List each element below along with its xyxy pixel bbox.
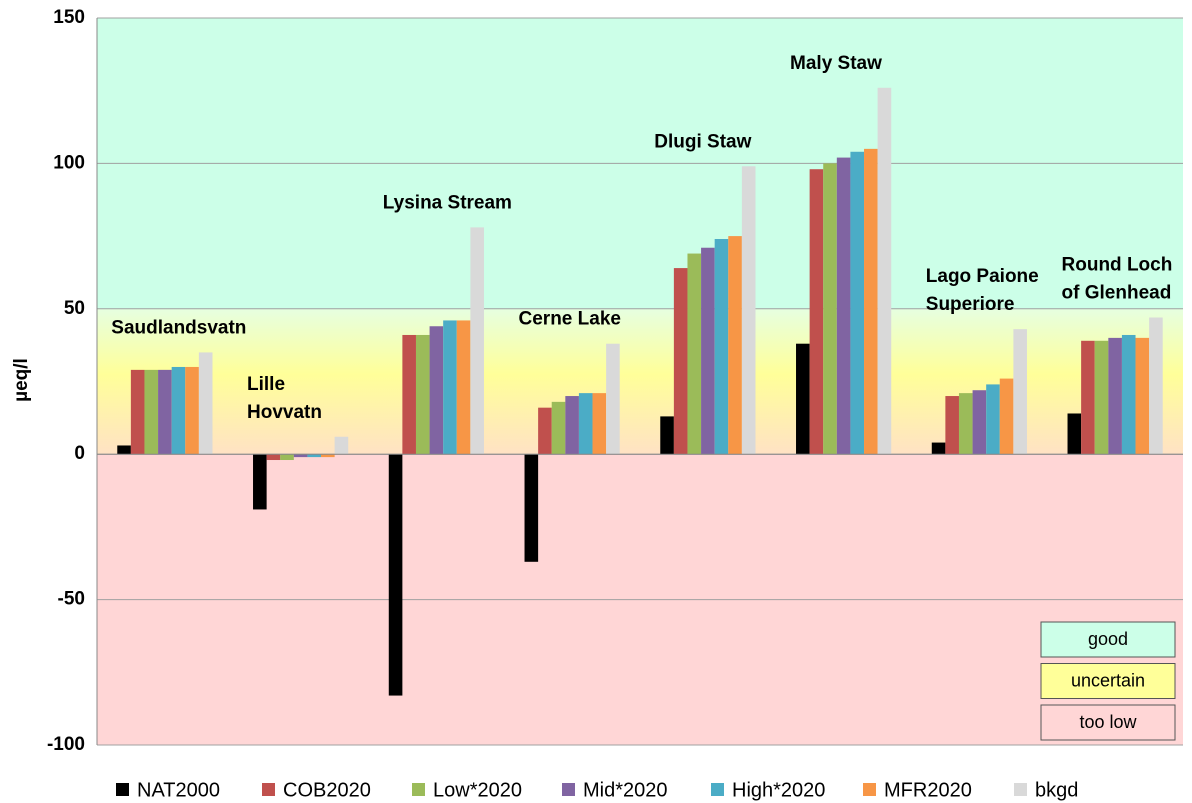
bar [321, 454, 335, 458]
bar [1149, 317, 1163, 455]
legend-label: COB2020 [283, 779, 371, 801]
bar [538, 407, 552, 455]
legend-label: MFR2020 [884, 779, 972, 801]
zone-legend-box [1040, 663, 1176, 699]
bar [1081, 340, 1095, 455]
site-label: Lille [247, 374, 285, 395]
bar [551, 401, 566, 455]
bar [877, 87, 892, 455]
bar [972, 390, 987, 455]
bar [280, 454, 294, 461]
site-label: Superiore [926, 294, 1015, 315]
bar [198, 352, 213, 455]
bar [999, 378, 1014, 455]
zone-legend-label: good [1088, 629, 1128, 649]
bar [823, 163, 837, 455]
bar [578, 393, 593, 455]
zone-legend-label: too low [1079, 712, 1137, 732]
bar [144, 369, 159, 455]
bar [809, 169, 824, 455]
bar [592, 393, 607, 455]
bar [741, 166, 756, 455]
bar [850, 151, 865, 455]
bar [606, 343, 620, 455]
bar [714, 239, 729, 455]
bar [1135, 337, 1150, 455]
bar [307, 454, 322, 458]
bar [958, 393, 973, 455]
bar [836, 157, 851, 455]
y-tick-label: -50 [58, 589, 85, 610]
legend-label: High*2020 [732, 779, 825, 801]
site-label: Hovvatn [247, 402, 322, 423]
legend-swatch [711, 783, 724, 796]
bar [687, 253, 702, 455]
legend-swatch [562, 783, 575, 796]
bar [293, 454, 308, 458]
y-tick-label: 150 [53, 7, 85, 28]
bar [130, 369, 145, 455]
y-tick-label: -100 [47, 734, 85, 755]
bar [701, 247, 715, 455]
legend-swatch [262, 783, 275, 796]
bar [931, 442, 946, 455]
bar [1094, 340, 1109, 455]
bar [660, 416, 674, 455]
bar [429, 326, 444, 455]
bar [266, 454, 281, 461]
bar [402, 334, 416, 455]
zone-legend-box [1040, 621, 1176, 658]
bar [728, 236, 742, 455]
bar [158, 369, 172, 455]
bar [253, 454, 267, 510]
bar [945, 396, 959, 455]
bar [117, 445, 131, 455]
bar [415, 334, 430, 455]
bar [470, 227, 484, 455]
bar [185, 366, 199, 455]
legend-label: bkgd [1035, 779, 1078, 801]
site-label: Saudlandsvatn [111, 317, 246, 338]
bar [456, 320, 471, 455]
bar [334, 436, 349, 455]
legend-swatch [1014, 783, 1027, 796]
legend-swatch [412, 783, 425, 796]
bar [864, 148, 878, 455]
site-label: Cerne Lake [519, 309, 621, 330]
site-label: of Glenhead [1062, 283, 1172, 304]
legend-label: Mid*2020 [583, 779, 668, 801]
legend-swatch [863, 783, 876, 796]
bar [388, 454, 403, 696]
site-label: Maly Staw [790, 53, 882, 74]
bar [986, 384, 1000, 455]
bar [1121, 334, 1136, 455]
y-tick-label: 0 [74, 443, 85, 464]
bar [673, 268, 688, 455]
y-tick-label: 100 [53, 152, 85, 173]
site-label: Round Loch [1062, 255, 1173, 276]
legend-label: Low*2020 [433, 779, 522, 801]
bar [1067, 413, 1082, 455]
site-label: Lago Paione [926, 266, 1039, 287]
bar [1108, 337, 1122, 455]
zone-legend-box [1040, 704, 1176, 741]
bar [796, 343, 810, 455]
bar [1013, 329, 1027, 455]
y-tick-label: 50 [64, 298, 85, 319]
site-label: Dlugi Staw [654, 131, 751, 152]
zone-legend-label: uncertain [1071, 670, 1145, 690]
bar [524, 454, 539, 562]
bar [443, 320, 457, 455]
site-label: Lysina Stream [383, 192, 512, 213]
legend-label: NAT2000 [137, 779, 220, 801]
bar [171, 366, 186, 455]
y-axis-label: µeq/l [11, 358, 32, 402]
bar [565, 396, 579, 455]
legend-swatch [116, 783, 129, 796]
